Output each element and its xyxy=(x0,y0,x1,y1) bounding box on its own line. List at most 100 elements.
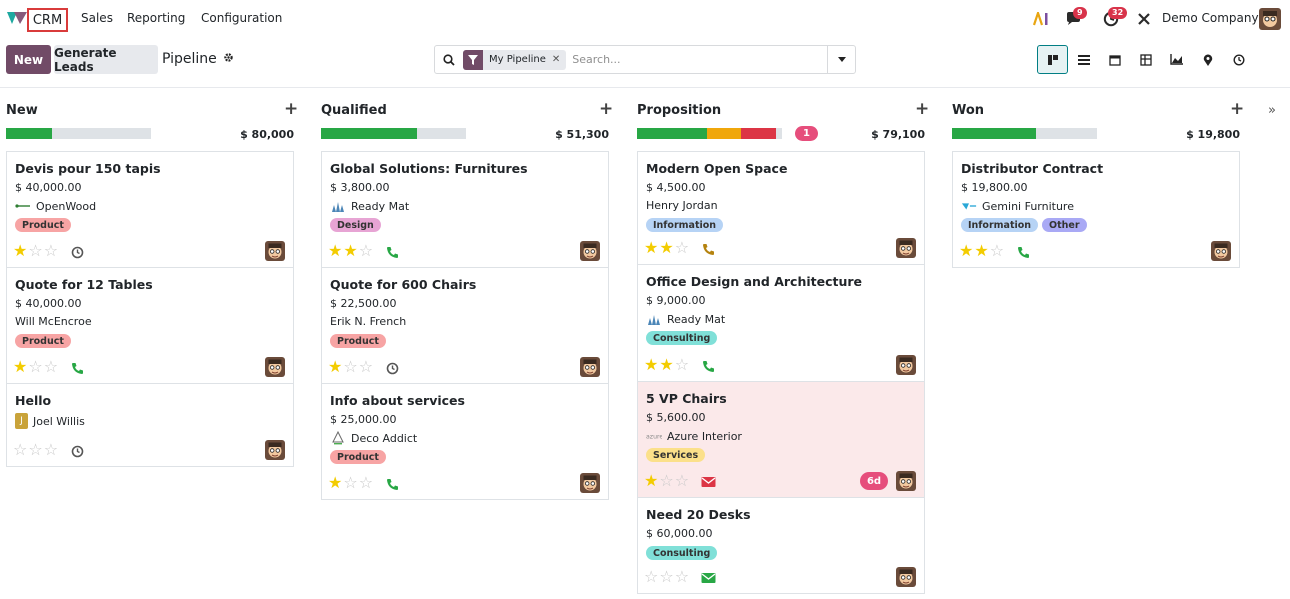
star-icon[interactable]: ★ xyxy=(644,471,659,490)
star-icon[interactable]: ★ xyxy=(328,473,343,492)
fold-columns-icon[interactable]: » xyxy=(1268,103,1276,118)
user-avatar[interactable] xyxy=(1259,8,1281,30)
star-icon[interactable]: ☆ xyxy=(358,357,374,376)
star-icon[interactable]: ☆ xyxy=(28,241,43,260)
activity-envelope-red-icon[interactable] xyxy=(700,474,716,490)
priority-stars[interactable]: ★ ★ ☆ xyxy=(328,243,373,259)
star-icon[interactable]: ☆ xyxy=(343,473,358,492)
gear-icon[interactable] xyxy=(223,51,234,67)
priority-stars[interactable]: ★ ☆ ☆ xyxy=(644,473,689,489)
star-icon[interactable]: ☆ xyxy=(358,241,374,260)
progress-segment[interactable] xyxy=(706,128,742,139)
lead-card[interactable]: 5 VP Chairs $ 5,600.00 azure Azure Interior… xyxy=(637,381,925,498)
activity-clock-icon[interactable] xyxy=(384,360,400,376)
star-icon[interactable]: ☆ xyxy=(358,473,374,492)
ai-icon[interactable] xyxy=(1032,8,1052,30)
star-icon[interactable]: ☆ xyxy=(659,567,674,586)
star-icon[interactable]: ★ xyxy=(974,241,989,260)
star-icon[interactable]: ☆ xyxy=(43,357,59,376)
star-icon[interactable]: ☆ xyxy=(28,357,43,376)
priority-stars[interactable]: ★ ★ ☆ xyxy=(644,357,689,373)
progress-segment[interactable] xyxy=(321,128,417,139)
activity-phone-icon[interactable] xyxy=(384,476,400,492)
star-icon[interactable]: ★ xyxy=(959,241,974,260)
menu-reporting[interactable]: Reporting xyxy=(127,11,186,25)
star-icon[interactable]: ★ xyxy=(644,355,659,374)
star-icon[interactable]: ☆ xyxy=(674,567,690,586)
lead-card[interactable]: Need 20 Desks $ 60,000.00 Consulting ☆ ☆ ☆ xyxy=(637,497,925,594)
pivot-view-icon[interactable] xyxy=(1130,45,1161,74)
star-icon[interactable]: ☆ xyxy=(659,471,674,490)
activity-view-icon[interactable] xyxy=(1223,45,1254,74)
star-icon[interactable]: ★ xyxy=(659,355,674,374)
list-view-icon[interactable] xyxy=(1068,45,1099,74)
new-button[interactable]: New xyxy=(6,45,51,74)
salesperson-avatar[interactable] xyxy=(896,567,916,587)
lead-card[interactable]: Distributor Contract $ 19,800.00 Gemini Fu… xyxy=(952,151,1240,268)
star-icon[interactable]: ☆ xyxy=(43,241,59,260)
add-card-icon[interactable]: + xyxy=(599,99,614,119)
menu-sales[interactable]: Sales xyxy=(81,11,113,25)
kanban-view-icon[interactable] xyxy=(1037,45,1068,74)
add-card-icon[interactable]: + xyxy=(284,99,299,119)
generate-leads-button[interactable]: Generate Leads xyxy=(54,45,158,74)
crm-app-logo-icon[interactable] xyxy=(6,8,28,28)
lead-card[interactable]: Quote for 12 Tables $ 40,000.00 Will McEnc… xyxy=(6,267,294,384)
activities-icon[interactable]: 32 xyxy=(1096,7,1128,30)
star-icon[interactable]: ★ xyxy=(13,241,28,260)
column-progress-bar[interactable] xyxy=(6,128,151,139)
activity-phone-icon[interactable] xyxy=(700,358,716,374)
column-progress-bar[interactable] xyxy=(321,128,466,139)
progress-segment[interactable] xyxy=(637,128,707,139)
priority-stars[interactable]: ★ ☆ ☆ xyxy=(328,359,373,375)
priority-stars[interactable]: ★ ★ ☆ xyxy=(644,240,689,256)
activity-envelope-green-icon[interactable] xyxy=(700,570,716,586)
salesperson-avatar[interactable] xyxy=(896,471,916,491)
close-icon[interactable]: ✕ xyxy=(551,54,561,65)
column-progress-bar[interactable] xyxy=(952,128,1097,139)
lead-card[interactable]: Office Design and Architecture $ 9,000.00… xyxy=(637,264,925,382)
progress-segment[interactable] xyxy=(6,128,53,139)
lead-card[interactable]: Devis pour 150 tapis $ 40,000.00 OpenWood P… xyxy=(6,151,294,268)
salesperson-avatar[interactable] xyxy=(580,357,600,377)
star-icon[interactable]: ★ xyxy=(13,357,28,376)
lead-card[interactable]: Modern Open Space $ 4,500.00 Henry Jordan I… xyxy=(637,151,925,265)
salesperson-avatar[interactable] xyxy=(265,357,285,377)
activity-phone-warn-icon[interactable] xyxy=(700,241,716,257)
star-icon[interactable]: ★ xyxy=(328,357,343,376)
star-icon[interactable]: ☆ xyxy=(674,238,690,257)
calendar-view-icon[interactable] xyxy=(1099,45,1130,74)
star-icon[interactable]: ☆ xyxy=(28,440,43,459)
add-card-icon[interactable]: + xyxy=(915,99,930,119)
map-view-icon[interactable] xyxy=(1192,45,1223,74)
salesperson-avatar[interactable] xyxy=(896,238,916,258)
salesperson-avatar[interactable] xyxy=(1211,241,1231,261)
star-icon[interactable]: ★ xyxy=(659,238,674,257)
activity-phone-icon[interactable] xyxy=(69,360,85,376)
messages-icon[interactable]: 9 xyxy=(1061,7,1087,30)
priority-stars[interactable]: ☆ ☆ ☆ xyxy=(13,442,58,458)
app-name[interactable]: CRM xyxy=(27,8,68,32)
activity-clock-icon[interactable] xyxy=(69,443,85,459)
lead-card[interactable]: Info about services $ 25,000.00 Deco Addic… xyxy=(321,383,609,500)
salesperson-avatar[interactable] xyxy=(265,241,285,261)
add-card-icon[interactable]: + xyxy=(1230,99,1245,119)
priority-stars[interactable]: ★ ☆ ☆ xyxy=(328,475,373,491)
star-icon[interactable]: ☆ xyxy=(343,357,358,376)
star-icon[interactable]: ☆ xyxy=(644,567,659,586)
activity-clock-icon[interactable] xyxy=(69,244,85,260)
star-icon[interactable]: ☆ xyxy=(674,355,690,374)
tools-icon[interactable] xyxy=(1135,8,1153,30)
progress-segment[interactable] xyxy=(741,128,777,139)
menu-configuration[interactable]: Configuration xyxy=(201,11,283,25)
search-icon[interactable] xyxy=(435,53,463,66)
salesperson-avatar[interactable] xyxy=(580,241,600,261)
activity-phone-icon[interactable] xyxy=(1015,244,1031,260)
company-switcher[interactable]: Demo Company xyxy=(1162,11,1259,25)
column-progress-bar[interactable] xyxy=(637,128,782,139)
priority-stars[interactable]: ★ ☆ ☆ xyxy=(13,359,58,375)
star-icon[interactable]: ★ xyxy=(328,241,343,260)
priority-stars[interactable]: ★ ★ ☆ xyxy=(959,243,1004,259)
graph-view-icon[interactable] xyxy=(1161,45,1192,74)
lead-card[interactable]: Global Solutions: Furnitures $ 3,800.00 Re… xyxy=(321,151,609,268)
